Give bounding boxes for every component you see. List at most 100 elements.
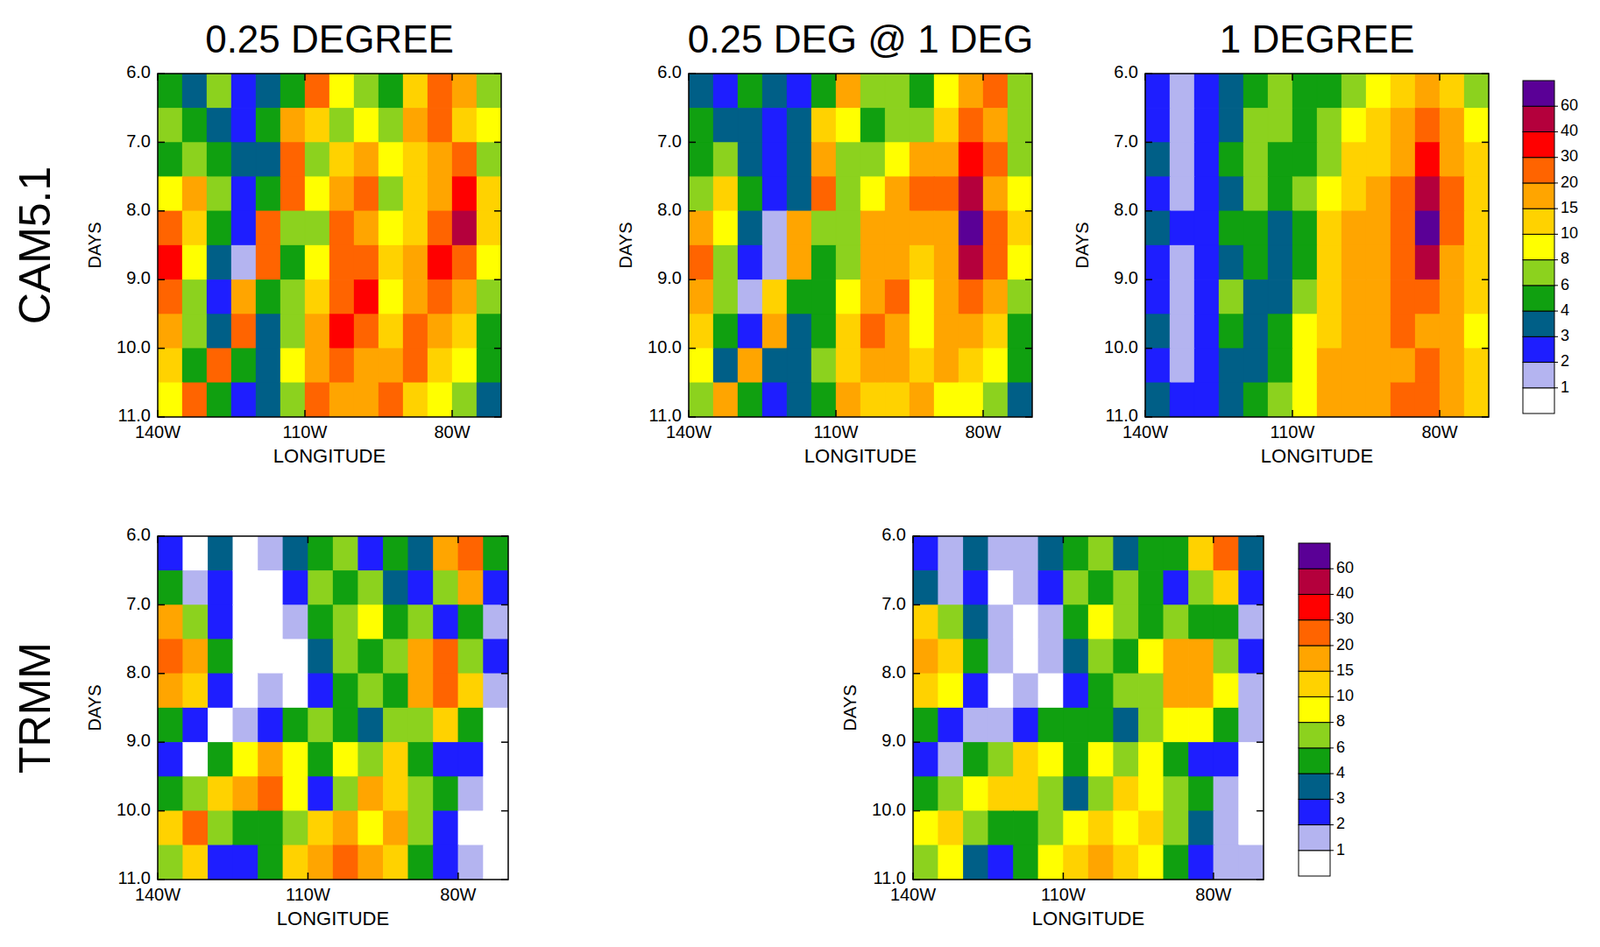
cell bbox=[206, 107, 233, 143]
cell bbox=[1415, 141, 1441, 177]
cell bbox=[408, 570, 434, 606]
cell bbox=[1415, 245, 1441, 281]
x-tick-label: 140W bbox=[134, 884, 181, 905]
cell bbox=[884, 211, 911, 247]
cell bbox=[304, 279, 331, 315]
cells bbox=[688, 73, 1033, 418]
cell bbox=[938, 604, 964, 640]
cell bbox=[1088, 776, 1114, 812]
y-tick-label: 8.0 bbox=[881, 662, 907, 682]
cell bbox=[1316, 176, 1343, 213]
cell bbox=[1012, 845, 1039, 880]
y-tick bbox=[157, 278, 165, 281]
cell bbox=[1138, 570, 1164, 606]
cell bbox=[353, 141, 380, 177]
colorbar-tick bbox=[1554, 336, 1558, 338]
cell bbox=[1012, 639, 1039, 675]
cell bbox=[1267, 382, 1294, 418]
cell bbox=[427, 279, 454, 315]
cell bbox=[1464, 348, 1489, 384]
cell bbox=[382, 707, 409, 744]
cell bbox=[304, 211, 331, 247]
x-tick bbox=[457, 872, 460, 880]
cell bbox=[1007, 107, 1033, 143]
plot-frame bbox=[157, 536, 509, 880]
cell bbox=[934, 279, 960, 315]
cell bbox=[1163, 604, 1190, 640]
cell bbox=[432, 570, 459, 606]
cell bbox=[1194, 279, 1220, 315]
cell bbox=[1464, 211, 1489, 247]
cell bbox=[233, 707, 259, 744]
cell bbox=[206, 176, 233, 213]
cell bbox=[382, 639, 409, 675]
cell bbox=[476, 313, 502, 349]
cell bbox=[378, 279, 404, 315]
cell bbox=[909, 141, 935, 177]
cell bbox=[1218, 348, 1245, 384]
cell bbox=[482, 604, 509, 640]
cell bbox=[482, 811, 509, 847]
colorbar-box bbox=[1522, 260, 1555, 286]
cell bbox=[183, 742, 209, 778]
cell bbox=[1163, 776, 1190, 812]
colorbar-label: 8 bbox=[1560, 249, 1570, 268]
colorbar-label: 3 bbox=[1336, 789, 1346, 808]
y-tick bbox=[1145, 416, 1153, 418]
cell bbox=[182, 73, 208, 109]
x-tick bbox=[451, 410, 454, 418]
cell bbox=[1366, 176, 1392, 213]
cell bbox=[1194, 141, 1220, 177]
cell bbox=[206, 382, 233, 418]
cell bbox=[1145, 348, 1171, 384]
y-tick-label: 8.0 bbox=[1113, 199, 1139, 220]
colorbar-label: 20 bbox=[1560, 173, 1579, 192]
cell bbox=[988, 742, 1014, 778]
cell bbox=[913, 845, 939, 880]
panel: 140W110W80W6.07.08.09.010.011.0LONGITUDE… bbox=[84, 524, 509, 930]
cell bbox=[737, 313, 764, 349]
cell bbox=[983, 279, 1009, 315]
cell bbox=[1238, 604, 1264, 640]
y-tick bbox=[1256, 672, 1264, 675]
cell bbox=[257, 811, 284, 847]
cell bbox=[452, 107, 478, 143]
cell bbox=[1088, 845, 1114, 880]
cell bbox=[934, 211, 960, 247]
y-axis-title: DAYS bbox=[84, 685, 105, 732]
cell bbox=[1390, 313, 1416, 349]
cell bbox=[884, 73, 911, 109]
cell bbox=[1390, 382, 1416, 418]
cell bbox=[1169, 73, 1196, 109]
y-axis-title: DAYS bbox=[84, 222, 105, 270]
cell bbox=[231, 279, 257, 315]
cell bbox=[1038, 604, 1064, 640]
colorbar-tick bbox=[1330, 671, 1334, 673]
cell bbox=[1213, 776, 1239, 812]
cell bbox=[329, 245, 355, 281]
cell bbox=[1194, 73, 1220, 109]
cell bbox=[378, 211, 404, 247]
cell bbox=[403, 141, 429, 177]
colorbar-label: 2 bbox=[1336, 814, 1346, 833]
cell bbox=[482, 707, 509, 744]
cell bbox=[835, 279, 862, 315]
colorbar-label: 6 bbox=[1560, 276, 1570, 294]
cell bbox=[909, 176, 935, 213]
cell bbox=[958, 73, 985, 109]
cell bbox=[1012, 604, 1039, 640]
cell bbox=[1169, 313, 1196, 349]
colorbar-label: 30 bbox=[1336, 609, 1354, 628]
cell bbox=[1267, 107, 1294, 143]
cell bbox=[1292, 141, 1318, 177]
cell bbox=[358, 776, 384, 812]
y-tick bbox=[1025, 72, 1033, 75]
colorbar-box bbox=[1522, 157, 1555, 184]
colorbar-label: 10 bbox=[1560, 224, 1579, 242]
cell bbox=[1439, 313, 1466, 349]
colorbar-box bbox=[1522, 208, 1555, 234]
colorbar-box bbox=[1298, 722, 1331, 749]
cell bbox=[811, 211, 837, 247]
cell bbox=[1012, 707, 1039, 744]
cell bbox=[304, 73, 331, 109]
